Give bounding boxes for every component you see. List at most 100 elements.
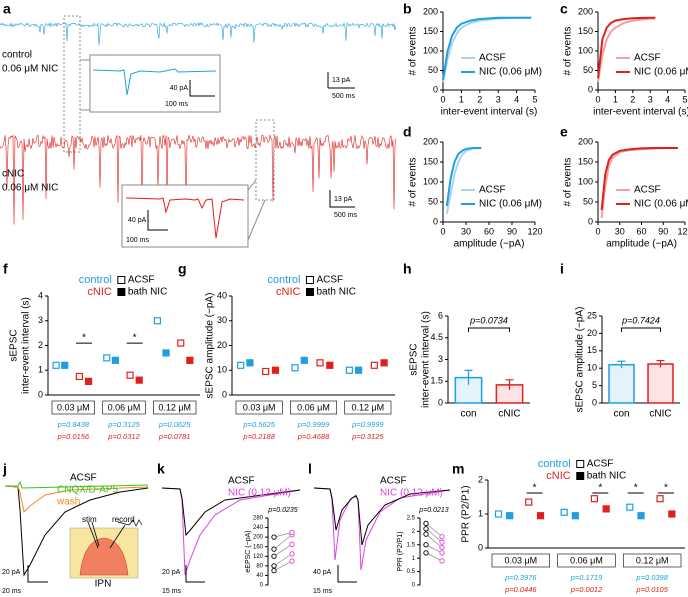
legend-swatch xyxy=(117,288,126,296)
point xyxy=(52,361,60,369)
legend-label: NIC (0.12 μM) xyxy=(380,488,443,499)
point xyxy=(423,531,429,537)
point xyxy=(525,498,533,506)
x-tick-label: 0 xyxy=(595,226,600,236)
group-label: 0.03 μM xyxy=(57,402,90,412)
legend-swatch xyxy=(117,276,126,284)
point xyxy=(316,359,324,367)
group-label: 0.06 μM xyxy=(297,402,330,412)
panel-letter: i xyxy=(560,261,564,277)
point xyxy=(439,550,445,556)
point xyxy=(246,359,254,367)
y-axis-label: PPR (P2/P1) xyxy=(397,531,404,571)
y-tick-label: 200 xyxy=(423,6,438,16)
y-tick-label: 200 xyxy=(253,535,264,541)
legend-swatch xyxy=(305,276,314,284)
trace xyxy=(0,134,397,225)
x-tick-label: 4 xyxy=(514,94,519,104)
p-value: p=0.5625 xyxy=(242,420,275,429)
p-value: p=0.4688 xyxy=(297,432,330,441)
y-tick-label: 25 xyxy=(587,310,597,320)
y-tick-label: 200 xyxy=(578,136,593,146)
y-tick-label: 0 xyxy=(433,216,438,226)
point xyxy=(626,503,634,511)
schematic-label: stim xyxy=(82,515,97,524)
trace xyxy=(5,480,149,489)
legend-label: ACSF xyxy=(128,275,155,286)
y-tick-label: 80 xyxy=(256,563,263,569)
p-value: p=0.0398 xyxy=(635,573,668,582)
pair-line xyxy=(425,533,443,548)
p-value: p=0.0781 xyxy=(158,432,191,441)
legend-label: NIC (0.06 μM) xyxy=(634,199,688,210)
error-bar xyxy=(505,379,514,390)
legend-label: ACSF xyxy=(479,185,506,196)
y-axis-label: # of events xyxy=(408,158,419,207)
y-tick-label: 160 xyxy=(253,544,264,550)
x-tick-label: cNIC xyxy=(498,409,520,420)
y-tick-label: 0 xyxy=(433,84,438,94)
y-tick-label: 100 xyxy=(578,176,593,186)
x-tick-label: 3 xyxy=(648,94,653,104)
y-axis-label: inter-event interval (s) xyxy=(21,297,32,394)
star: * xyxy=(82,333,86,344)
group-box xyxy=(344,400,392,415)
y-tick-label: 0 xyxy=(478,542,483,552)
point xyxy=(439,539,445,545)
trace xyxy=(313,487,451,546)
panel-letter: l xyxy=(308,461,312,477)
x-tick-label: 30 xyxy=(461,226,471,236)
point xyxy=(560,508,568,516)
group-label: 0.06 μM xyxy=(570,555,603,565)
legend-label: ACSF xyxy=(634,185,661,196)
scale-label: 15 ms xyxy=(162,588,182,595)
p-value: p=0.0156 xyxy=(57,432,90,441)
scale-label: 13 pA xyxy=(332,77,351,84)
y-tick-label: 4.5 xyxy=(430,332,443,342)
y-tick-label: 100 xyxy=(578,45,593,55)
p-value: p=0.3976 xyxy=(504,573,537,582)
x-tick-label: 120 xyxy=(677,226,688,236)
point xyxy=(75,372,84,381)
trace-label: cNIC xyxy=(2,169,24,180)
p-value: p=0.0012 xyxy=(570,585,603,594)
schematic-label: IPN xyxy=(95,579,112,590)
point xyxy=(111,356,119,364)
pair-line xyxy=(273,532,293,538)
series-line xyxy=(445,147,482,207)
panel-letter: f xyxy=(3,261,8,277)
y-axis-label: sEPSC amplitude (−pA) xyxy=(575,307,586,413)
x-tick-label: con xyxy=(613,409,629,420)
group-box xyxy=(491,553,550,568)
legend-label: cNIC xyxy=(546,470,571,482)
y-tick-label: 200 xyxy=(423,136,438,146)
group-box xyxy=(557,553,616,568)
point xyxy=(237,361,245,369)
y-tick-label: 1 xyxy=(412,556,416,562)
y-tick-label: 5 xyxy=(592,380,597,390)
x-tick-label: 30 xyxy=(615,226,625,236)
point xyxy=(439,558,445,564)
y-tick-label: 3 xyxy=(38,315,43,325)
group-label: 0.06 μM xyxy=(108,402,141,412)
y-tick-label: 2 xyxy=(38,340,43,350)
x-tick-label: 60 xyxy=(484,226,494,236)
y-tick-label: 3 xyxy=(438,354,443,364)
scale-label: 100 ms xyxy=(126,237,149,244)
zoom-box xyxy=(63,15,81,153)
y-axis-label: # of events xyxy=(408,27,419,76)
annotation: p=0.0235 xyxy=(267,507,297,514)
pair-line xyxy=(273,544,293,557)
y-tick-label: 2.5 xyxy=(407,516,416,522)
p-value: p=0.0446 xyxy=(504,585,537,594)
x-axis-label: amplitude (−pA) xyxy=(454,239,525,250)
y-tick-label: 15 xyxy=(587,345,597,355)
y-axis-label: # of events xyxy=(563,158,574,207)
pair-line xyxy=(273,553,293,567)
x-axis-label: amplitude (−pA) xyxy=(606,239,677,250)
trace xyxy=(313,487,451,571)
legend-label: ACSF xyxy=(479,53,506,64)
y-tick-label: 0 xyxy=(588,216,593,226)
group-box xyxy=(623,553,682,568)
panel-letter: h xyxy=(403,261,412,277)
